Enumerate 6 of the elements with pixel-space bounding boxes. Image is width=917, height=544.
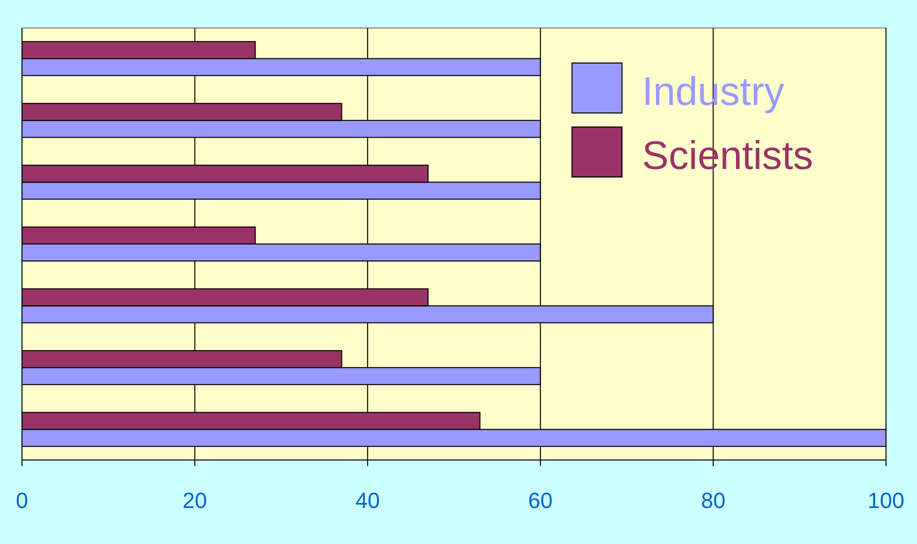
x-tick-label: 100 [868,488,904,513]
x-tick-label: 0 [16,488,28,513]
x-tick-label: 80 [700,488,726,513]
x-tick-label: 20 [182,488,208,513]
x-tick-label: 60 [528,488,553,513]
x-tick-label: 40 [355,488,380,513]
